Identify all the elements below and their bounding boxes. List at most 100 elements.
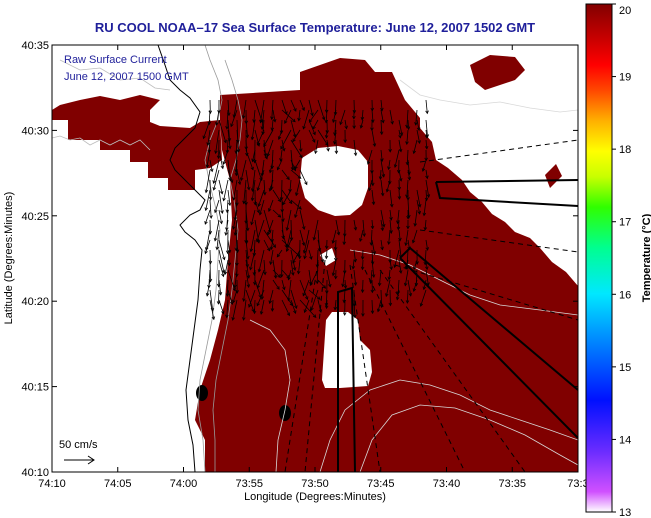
current-vector-head	[380, 227, 385, 232]
current-vector	[290, 149, 294, 170]
current-date: June 12, 2007 1500 GMT	[64, 71, 189, 83]
current-vector	[380, 109, 384, 123]
current-vector	[425, 189, 428, 201]
current-vector	[258, 189, 265, 207]
current-vector	[380, 159, 385, 177]
current-vector	[276, 249, 283, 258]
current-vector	[245, 119, 249, 138]
current-vector	[397, 219, 400, 230]
current-vector-head	[380, 246, 384, 251]
current-vector-head	[399, 132, 404, 137]
current-vector	[251, 119, 256, 140]
current-vector-head	[270, 127, 275, 132]
current-vector	[385, 279, 391, 297]
current-vector-head	[219, 220, 223, 225]
current-vector	[216, 109, 220, 126]
current-vector-head	[304, 296, 309, 301]
current-vector	[413, 259, 418, 270]
current-vector-head	[224, 232, 228, 236]
current-vector-head	[372, 251, 376, 256]
current-vector-head	[407, 246, 411, 251]
coastline	[157, 45, 206, 472]
current-vector	[281, 239, 300, 257]
current-vector-head	[412, 150, 417, 155]
current-vector	[257, 129, 265, 146]
current-vector-head	[312, 131, 316, 136]
y-tick-label: 40:10	[21, 467, 49, 479]
current-vector	[254, 299, 256, 314]
current-vector	[308, 269, 312, 285]
current-vector	[312, 119, 319, 130]
current-vector-head	[351, 265, 356, 270]
current-vector-head	[414, 122, 418, 126]
current-vector-head	[298, 206, 302, 210]
current-vector	[205, 189, 211, 211]
current-vector	[263, 239, 270, 251]
current-vector	[303, 109, 310, 129]
current-vector	[215, 129, 220, 154]
current-vector	[277, 159, 283, 170]
current-vector	[254, 279, 262, 298]
current-vector-head	[210, 168, 214, 173]
x-tick-label: 73:45	[367, 478, 395, 490]
current-vector	[245, 259, 250, 279]
current-vector-head	[372, 143, 377, 147]
current-vector	[236, 239, 239, 253]
current-vector	[256, 289, 265, 306]
current-vector-head	[212, 180, 216, 185]
x-tick-label: 73:35	[498, 478, 526, 490]
current-vector	[344, 119, 347, 129]
current-vector	[263, 149, 268, 159]
current-vector-head	[406, 216, 410, 220]
current-vector-head	[256, 141, 261, 146]
current-vector-head	[390, 121, 394, 125]
current-vector	[371, 129, 376, 147]
isobath-3	[52, 135, 151, 151]
current-vector-head	[235, 273, 239, 278]
current-vector-head	[245, 134, 250, 139]
current-vector-head	[206, 142, 210, 146]
current-vector-head	[292, 118, 296, 123]
current-vector-head	[389, 217, 393, 221]
current-vector-head	[259, 311, 264, 315]
current-vector	[269, 159, 274, 173]
current-vector	[281, 279, 285, 290]
current-vector	[227, 269, 236, 291]
current-vector-head	[389, 266, 393, 271]
current-vector	[304, 299, 310, 313]
current-vector-head	[246, 275, 251, 279]
current-vector-head	[412, 288, 417, 293]
current-vector-head	[360, 266, 365, 271]
current-vector	[213, 169, 220, 191]
current-vector	[389, 189, 393, 207]
current-vector	[380, 99, 383, 111]
current-vector	[281, 99, 288, 115]
current-vector	[380, 239, 383, 250]
current-vector	[278, 129, 283, 140]
current-vector-head	[328, 283, 332, 288]
current-vector-head	[326, 148, 330, 152]
current-vector-head	[266, 247, 271, 252]
current-vector	[235, 149, 238, 173]
current-vector-head	[270, 308, 275, 312]
current-vector-head	[251, 158, 255, 163]
current-vector-head	[270, 116, 274, 121]
current-vector	[310, 289, 319, 311]
current-vector	[260, 99, 265, 123]
current-vector-head	[277, 214, 282, 218]
current-vector	[257, 169, 265, 191]
current-vector-head	[289, 237, 294, 242]
current-vector	[380, 209, 385, 227]
current-vector-head	[417, 203, 422, 208]
current-vector-head	[250, 136, 255, 141]
current-vector-head	[343, 139, 347, 144]
current-vector-head	[273, 275, 278, 279]
current-vector-head	[259, 119, 263, 124]
current-vector-head	[288, 200, 293, 205]
current-vector-head	[320, 259, 325, 263]
current-vector	[251, 179, 256, 201]
current-vector-head	[250, 197, 255, 202]
current-vector	[362, 259, 364, 270]
current-vector-head	[405, 300, 410, 304]
x-axis: 74:10 74:05 74:00 73:55 73:50 73:45 73:40 73:35…	[38, 45, 589, 490]
